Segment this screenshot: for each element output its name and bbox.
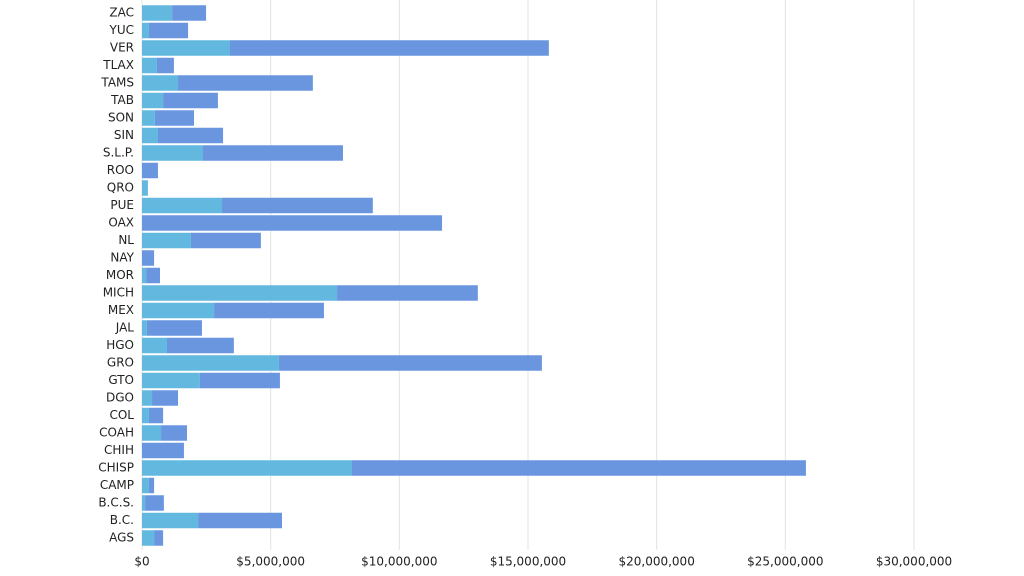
bar-segment	[142, 5, 173, 21]
y-tick-label: SON	[108, 111, 134, 125]
y-tick-label: TAB	[110, 93, 134, 107]
bar-segment	[157, 127, 224, 144]
bar-segment	[148, 407, 164, 424]
x-tick-label: $0	[134, 555, 149, 569]
y-tick-label: COL	[109, 408, 134, 422]
y-tick-label: CHIH	[104, 443, 134, 457]
bar-segment	[142, 127, 158, 144]
y-tick-label: OAX	[108, 216, 134, 230]
bar-segment	[199, 372, 280, 389]
bar-segment	[142, 512, 199, 529]
bar-segment	[351, 460, 806, 476]
y-tick-label: AGS	[109, 531, 134, 545]
bar-segment	[178, 75, 313, 91]
bar-segment	[142, 530, 155, 546]
bar-segment	[163, 92, 218, 109]
bar-segment	[142, 390, 153, 406]
bar-segment	[142, 320, 147, 336]
bar-segment	[161, 425, 188, 441]
bar-segment	[142, 215, 443, 231]
x-tick-label: $25,000,000	[747, 555, 823, 569]
bar-segment	[142, 197, 223, 214]
bar-segment	[142, 110, 155, 126]
bar-segment	[278, 355, 542, 371]
y-tick-label: GTO	[108, 373, 134, 387]
bar-segment	[142, 267, 147, 284]
bar-segment	[142, 22, 149, 39]
bar-segment	[145, 495, 164, 511]
y-tick-label: B.C.S.	[98, 496, 134, 510]
y-tick-label: GRO	[107, 356, 134, 370]
bar-segment	[156, 57, 174, 74]
bar-segment	[154, 110, 194, 126]
bar-segment	[142, 57, 157, 74]
bar-segment	[230, 40, 549, 56]
y-tick-label: SIN	[114, 128, 134, 142]
bar-segment	[154, 530, 164, 546]
y-tick-label: HGO	[106, 338, 134, 352]
y-tick-label: COAH	[99, 426, 134, 440]
x-tick-label: $20,000,000	[618, 555, 694, 569]
y-tick-label: YUC	[109, 23, 135, 37]
x-tick-label: $30,000,000	[876, 555, 952, 569]
bar-segment	[142, 40, 231, 56]
y-tick-label: TAMS	[100, 76, 134, 90]
y-tick-label: B.C.	[110, 513, 134, 527]
y-tick-label: ROO	[107, 163, 134, 177]
bar-segment	[142, 92, 164, 109]
y-tick-label: MICH	[103, 286, 134, 300]
y-tick-label: ZAC	[109, 6, 134, 20]
bar-segment	[142, 355, 279, 371]
y-tick-label: CHISP	[98, 461, 134, 475]
bar-segment	[152, 390, 179, 406]
bar-segment	[142, 250, 155, 266]
y-tick-label: NAY	[110, 251, 134, 265]
x-tick-label: $5,000,000	[236, 555, 305, 569]
y-tick-label: MOR	[106, 268, 134, 282]
y-tick-label: TLAX	[102, 58, 134, 72]
bar-segment	[222, 197, 373, 214]
y-tick-label: NL	[118, 233, 134, 247]
y-tick-label: JAL	[115, 321, 135, 335]
bar-segment	[172, 5, 207, 21]
bar-segment	[142, 372, 200, 389]
bar-segment	[142, 180, 148, 196]
bar-segment	[146, 267, 161, 284]
bar-segment	[142, 75, 179, 91]
bar-segment	[198, 512, 282, 529]
bar-segment	[142, 460, 352, 476]
bar-segment	[214, 302, 324, 319]
bar-segment	[142, 232, 191, 249]
y-tick-label: VER	[110, 41, 134, 55]
x-tick-label: $10,000,000	[361, 555, 437, 569]
bar-segment	[142, 302, 215, 319]
y-tick-label: CAMP	[100, 478, 134, 492]
bar-segment	[142, 425, 162, 441]
bar-segment	[142, 495, 146, 511]
bar-segment	[166, 337, 234, 354]
bar-segment	[142, 162, 158, 179]
y-tick-label: MEX	[108, 303, 134, 317]
bar-segment	[142, 442, 184, 459]
bar-segment	[202, 145, 343, 161]
bar-segment	[142, 145, 203, 161]
bar-segment	[190, 232, 261, 249]
y-tick-label: QRO	[107, 181, 134, 195]
bar-segment	[142, 337, 167, 354]
bar-segment	[142, 407, 149, 424]
y-tick-label: DGO	[106, 391, 134, 405]
bar-segment	[337, 285, 478, 301]
bar-segment	[148, 22, 189, 39]
bar-segment	[146, 320, 202, 336]
bar-segment	[142, 477, 149, 494]
y-tick-label: PUE	[110, 198, 134, 212]
x-tick-label: $15,000,000	[490, 555, 566, 569]
bar-segment	[142, 285, 338, 301]
y-tick-label: S.L.P.	[103, 146, 134, 160]
bar-segment	[148, 477, 155, 494]
